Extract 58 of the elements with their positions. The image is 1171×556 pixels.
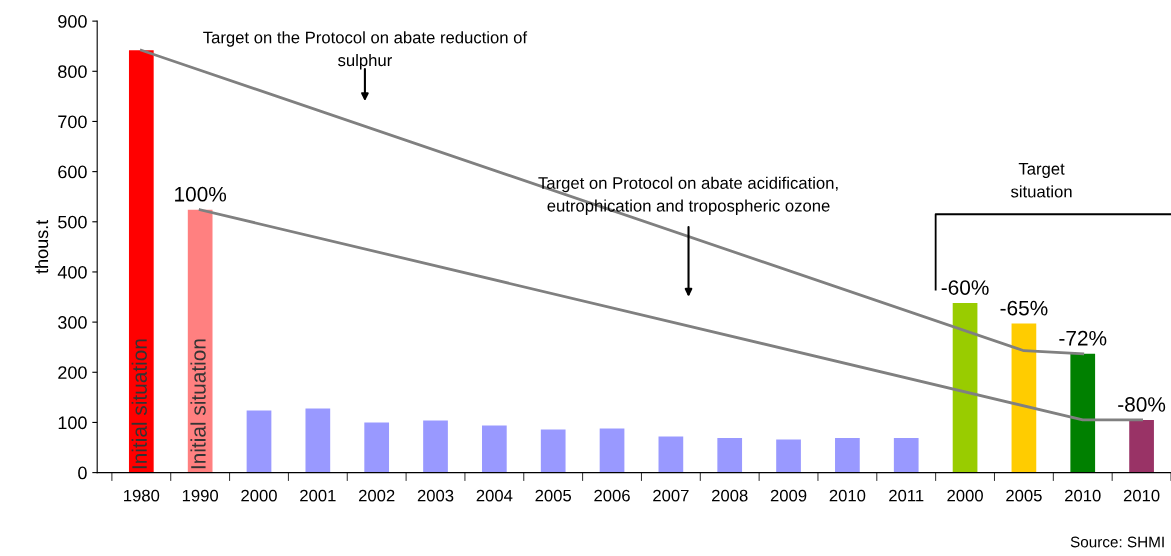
x-tick-label: 1990 [182,489,219,502]
bar [423,420,448,473]
y-axis-title: thous.t [34,219,49,274]
y-tick-label: 900 [58,15,87,28]
bar [540,429,566,473]
annotation: -65% [1000,300,1048,316]
y-tick-label: 300 [58,316,87,329]
bar [1011,323,1037,473]
bar [482,425,507,473]
x-tick-label: 2004 [476,489,513,502]
bar [599,428,625,473]
x-tick-label: 2005 [535,489,572,502]
y-tick-label: 100 [58,416,87,430]
annotation: 100% [175,186,227,202]
bar [187,209,213,473]
y-tick-label: 0 [78,466,87,480]
x-tick-label: 2010 [1065,489,1101,502]
x-tick-label: 2011 [889,489,924,502]
x-tick-label: 2009 [770,489,807,502]
y-tick-label: 800 [58,65,87,79]
bar [893,437,919,473]
x-tick-label: 2007 [653,489,689,502]
annotation: Initial situation [190,339,206,469]
bar [1129,419,1154,473]
annotation: Target on Protocol on abate acidification, eutrophication and tropospheric ozone [538,176,838,215]
x-tick-label: 2002 [358,489,395,502]
annotation: Initial situation [131,339,147,469]
annotation: -72% [1059,330,1107,346]
x-tick-label: 2005 [1006,489,1042,502]
x-tick-label: 2008 [712,489,748,502]
annotation: -80% [1118,397,1166,412]
bar [658,436,684,473]
bar [1070,353,1096,473]
x-tick-label: 2006 [594,489,630,502]
annotation: Target on the Protocol on abate reduction of sulphur [203,31,528,70]
bar [246,410,272,473]
bar [128,50,154,473]
annotation: Target situation [1010,163,1072,198]
x-tick-label: 1980 [124,489,160,502]
x-tick-label: 2010 [829,489,866,502]
y-tick-label: 600 [58,165,87,179]
annotation: -60% [941,280,989,295]
x-tick-label: 2001 [300,489,336,502]
source-note: Source: SHMI [1070,536,1164,548]
bar [305,408,331,473]
x-tick-label: 2000 [241,489,277,502]
bar [364,422,390,473]
bar [835,437,860,473]
x-tick-label: 2010 [1123,489,1160,502]
x-tick-label: 2000 [947,489,983,502]
y-tick-label: 500 [58,215,87,229]
y-tick-label: 200 [58,366,87,379]
x-tick-label: 2003 [417,489,454,502]
bar [776,439,801,473]
bar [717,437,743,473]
y-tick-label: 400 [57,265,87,279]
y-tick-label: 700 [58,115,87,129]
bar [952,303,978,473]
